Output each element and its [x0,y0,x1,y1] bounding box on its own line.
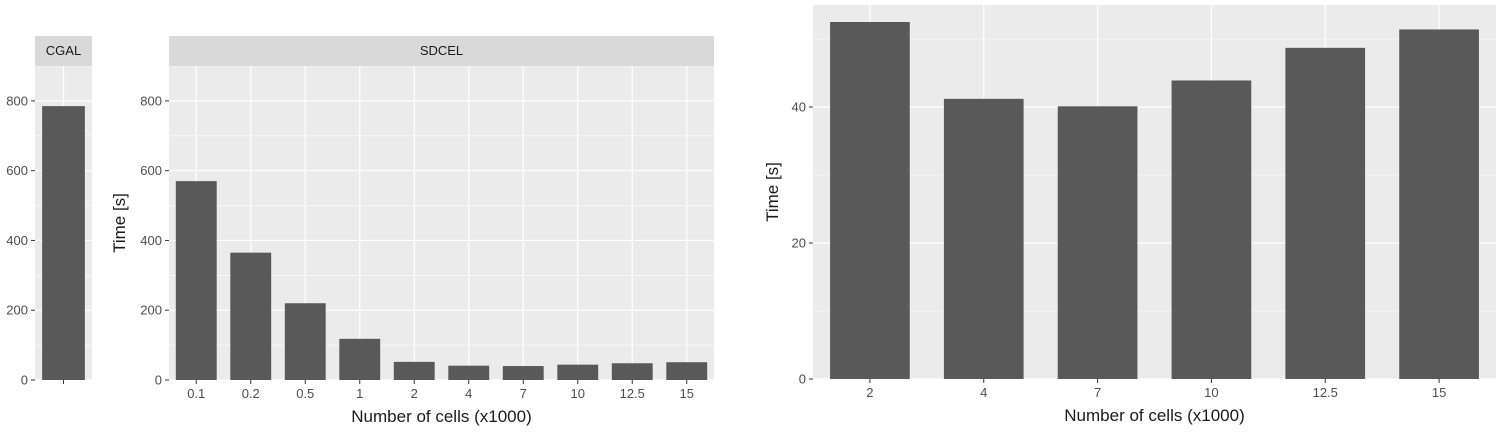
x-tick-label: 12.5 [620,386,645,401]
x-tick-label: 7 [1094,385,1101,400]
x-tick-label: 10 [1204,385,1218,400]
y-tick-label: 0 [155,373,162,388]
bar [830,22,910,379]
y-tick-label: 0 [799,372,806,387]
y-axis-title: Time [s] [110,193,129,253]
x-axis-title: Number of cells (x1000) [351,407,531,426]
y-tick-label: 800 [140,93,162,108]
x-tick-label: 4 [980,385,987,400]
bar [1399,29,1479,379]
bar [284,303,326,380]
bar [943,98,1024,379]
bar [175,181,217,380]
x-tick-label: 0.5 [296,386,314,401]
x-tick-label: 1 [356,386,363,401]
y-tick-label: 0 [21,373,28,388]
panel-background [813,5,1496,379]
bar [1285,47,1366,380]
bar [1057,106,1138,379]
bar [393,361,435,380]
bar [611,363,653,380]
y-tick-label: 400 [140,233,162,248]
bar [1171,80,1252,379]
x-tick-label: 15 [680,386,694,401]
bar [502,366,544,380]
x-tick-label: 0.1 [187,386,205,401]
y-tick-label: 600 [140,163,162,178]
x-tick-label: 2 [866,385,873,400]
x-tick-label: 7 [520,386,527,401]
x-tick-label: 4 [465,386,472,401]
y-tick-label: 600 [6,163,28,178]
y-tick-label: 40 [792,100,806,115]
y-tick-label: 400 [6,233,28,248]
facet-strip-label: CGAL [46,43,81,58]
bar [230,252,272,380]
x-tick-label: 15 [1432,385,1446,400]
x-tick-label: 12.5 [1313,385,1338,400]
y-tick-label: 800 [6,93,28,108]
facet-strip [35,36,92,66]
bar [448,365,490,380]
x-tick-label: 10 [571,386,585,401]
y-tick-label: 200 [6,303,28,318]
bar [339,338,381,380]
x-tick-label: 0.2 [242,386,260,401]
bar [666,362,708,380]
facet-strip [169,36,714,66]
y-tick-label: 200 [140,303,162,318]
x-tick-label: 2 [411,386,418,401]
y-tick-label: 20 [792,236,806,251]
y-axis-title: Time [s] [763,162,782,222]
x-axis-title: Number of cells (x1000) [1064,406,1244,425]
facet-strip-label: SDCEL [420,43,463,58]
bar [557,364,599,380]
bar [42,106,85,380]
